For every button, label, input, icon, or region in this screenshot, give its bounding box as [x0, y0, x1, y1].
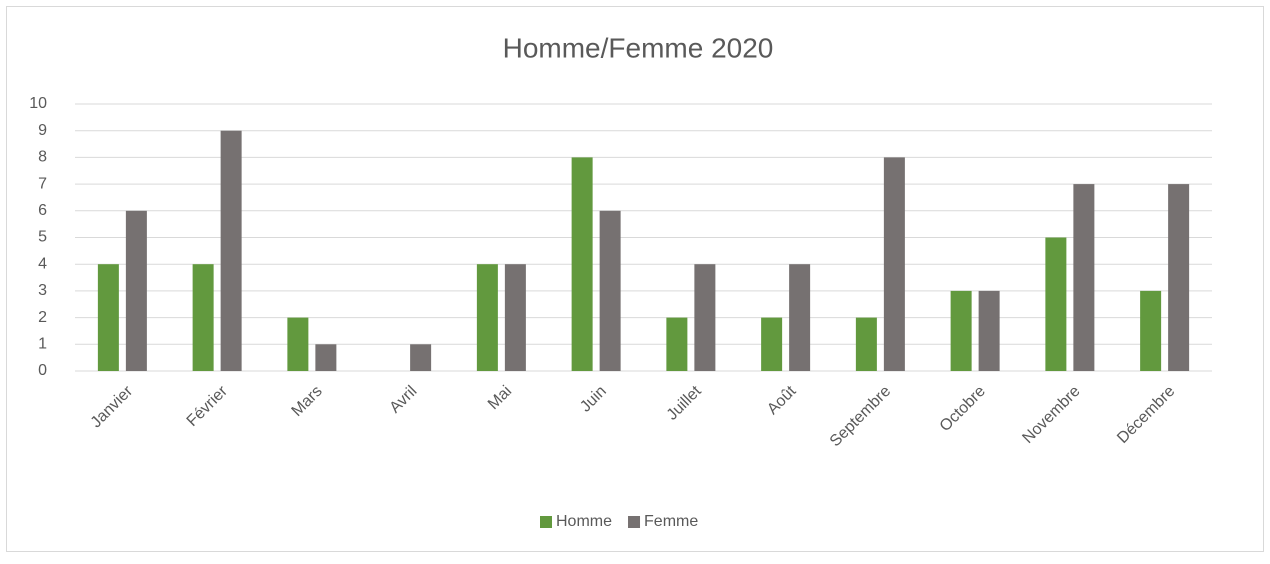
bar — [694, 264, 716, 371]
bar — [504, 264, 526, 371]
bar — [950, 290, 972, 371]
legend-label: Homme — [556, 513, 612, 530]
bar — [761, 317, 783, 371]
legend-swatch — [540, 516, 552, 528]
bar — [883, 157, 905, 371]
bar — [410, 344, 432, 371]
bar — [855, 317, 877, 371]
bar — [315, 344, 337, 371]
legend-label: Femme — [644, 513, 698, 530]
bar — [287, 317, 309, 371]
y-tick-label: 7 — [38, 175, 47, 192]
legend-swatch — [628, 516, 641, 528]
chart-title: Homme/Femme 2020 — [503, 32, 774, 63]
y-tick-label: 1 — [38, 336, 47, 353]
y-tick-label: 5 — [38, 229, 47, 246]
bar — [476, 264, 498, 371]
bar — [789, 264, 811, 371]
bar — [1140, 290, 1162, 371]
bar — [97, 264, 119, 371]
bar — [666, 317, 688, 371]
bar — [1073, 184, 1095, 371]
bar — [220, 130, 242, 371]
bar — [571, 157, 593, 371]
bar — [599, 210, 621, 371]
y-tick-label: 4 — [38, 255, 47, 272]
bar — [192, 264, 214, 371]
y-tick-label: 6 — [38, 202, 47, 219]
bar — [1168, 184, 1190, 371]
bar — [1045, 237, 1067, 371]
y-tick-label: 0 — [38, 362, 47, 379]
y-tick-label: 3 — [38, 282, 47, 299]
bar — [978, 290, 1000, 371]
bar — [125, 210, 147, 371]
y-tick-label: 10 — [29, 95, 47, 112]
y-tick-label: 8 — [38, 149, 47, 166]
y-tick-label: 9 — [38, 122, 47, 139]
y-tick-label: 2 — [38, 309, 47, 326]
